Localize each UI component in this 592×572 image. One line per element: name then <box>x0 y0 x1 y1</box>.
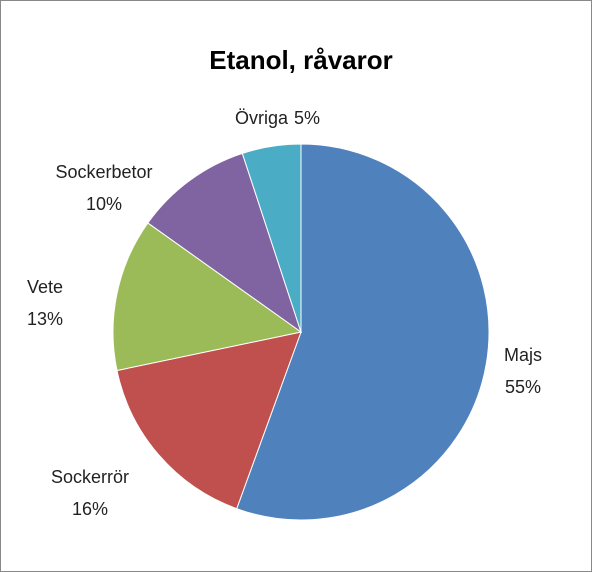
chart-title: Etanol, råvaror <box>209 45 393 75</box>
slice-label-name: Sockerbetor <box>55 162 152 182</box>
pie-slice <box>236 143 490 521</box>
pie-slice <box>241 143 302 333</box>
pie-slice <box>147 152 302 334</box>
slice-label-value: 55% <box>505 377 541 397</box>
slice-label-name: Vete <box>27 277 63 297</box>
slice-label-name: Majs <box>504 345 542 365</box>
pie-slice <box>116 331 302 510</box>
slice-label-value: 13% <box>27 309 63 329</box>
slice-label-value: 5% <box>294 108 320 128</box>
slice-label-name: Sockerrör <box>51 467 129 487</box>
slice-label-value: 16% <box>72 499 108 519</box>
pie-slice <box>112 222 303 372</box>
slice-label-value: 10% <box>86 194 122 214</box>
slice-label-name: Övriga <box>235 108 289 128</box>
